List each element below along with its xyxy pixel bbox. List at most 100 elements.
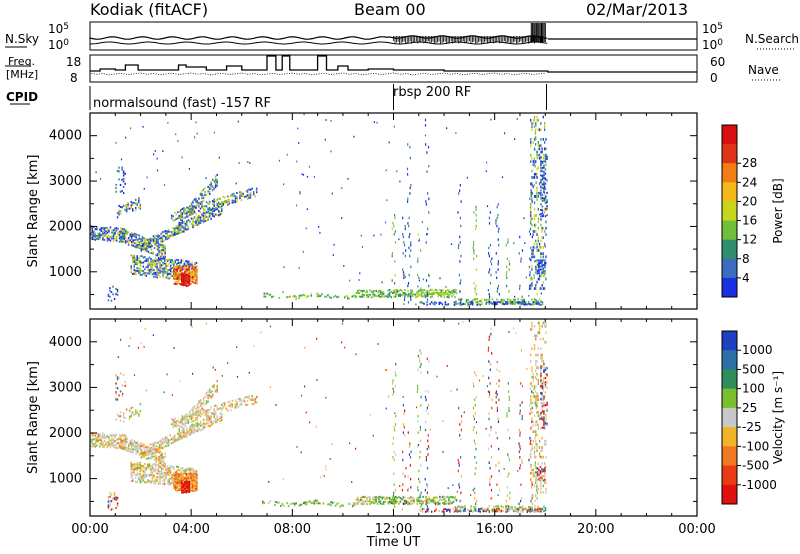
data-cell bbox=[185, 473, 188, 476]
data-cell bbox=[460, 200, 462, 203]
data-cell bbox=[181, 480, 183, 483]
data-cell bbox=[530, 138, 532, 141]
data-cell bbox=[159, 266, 161, 269]
data-cell bbox=[402, 233, 404, 236]
colorbar-segment bbox=[722, 125, 737, 145]
data-cell bbox=[146, 450, 149, 453]
data-cell bbox=[156, 480, 158, 483]
data-cell bbox=[182, 281, 185, 284]
data-cell bbox=[207, 207, 209, 210]
data-cell bbox=[167, 441, 170, 444]
data-cell bbox=[162, 475, 164, 478]
data-cell bbox=[154, 271, 157, 274]
data-cell bbox=[360, 502, 362, 505]
nsky-burst bbox=[530, 23, 546, 42]
data-cell bbox=[166, 373, 168, 376]
data-cell bbox=[120, 227, 122, 230]
data-cell bbox=[213, 203, 215, 206]
data-cell bbox=[395, 453, 397, 456]
data-cell bbox=[94, 232, 97, 235]
data-cell bbox=[109, 287, 111, 290]
data-cell bbox=[198, 215, 200, 217]
data-cell bbox=[360, 497, 362, 500]
data-cell bbox=[190, 487, 192, 490]
data-cell bbox=[538, 213, 541, 216]
data-cell bbox=[357, 502, 359, 505]
data-cell bbox=[169, 235, 171, 238]
data-cell bbox=[154, 478, 157, 481]
data-cell bbox=[208, 187, 211, 189]
data-cell bbox=[144, 239, 147, 242]
data-cell bbox=[448, 496, 450, 499]
data-cell bbox=[222, 402, 224, 405]
data-cell bbox=[102, 236, 104, 239]
data-cell bbox=[216, 208, 218, 211]
data-cell bbox=[122, 420, 125, 423]
data-cell bbox=[392, 456, 394, 459]
data-cell bbox=[158, 235, 161, 237]
data-cell bbox=[468, 303, 471, 306]
data-cell bbox=[195, 470, 198, 473]
data-cell bbox=[129, 439, 131, 442]
data-cell bbox=[121, 447, 124, 450]
data-cell bbox=[213, 215, 215, 218]
data-cell bbox=[224, 196, 226, 199]
data-cell bbox=[534, 115, 536, 119]
data-cell bbox=[136, 472, 138, 475]
data-cell bbox=[538, 324, 541, 328]
data-cell bbox=[183, 469, 186, 472]
data-cell bbox=[319, 295, 322, 297]
data-cell bbox=[202, 199, 205, 202]
data-cell bbox=[179, 475, 181, 478]
data-cell bbox=[318, 502, 320, 505]
data-cell bbox=[540, 384, 542, 387]
data-cell bbox=[388, 498, 391, 501]
data-cell bbox=[242, 194, 244, 197]
data-cell bbox=[133, 465, 135, 468]
data-cell bbox=[178, 282, 180, 285]
data-cell bbox=[194, 489, 197, 492]
data-cell bbox=[138, 463, 140, 466]
data-cell bbox=[199, 200, 202, 203]
data-cell bbox=[541, 212, 544, 215]
data-cell bbox=[532, 376, 534, 379]
data-cell bbox=[181, 225, 184, 228]
data-cell bbox=[153, 455, 156, 458]
data-cell bbox=[142, 470, 145, 473]
data-cell bbox=[224, 200, 226, 203]
data-cell bbox=[473, 282, 475, 285]
data-cell bbox=[156, 245, 159, 247]
data-cell bbox=[151, 264, 154, 267]
data-cell bbox=[541, 477, 543, 480]
data-cell bbox=[378, 291, 380, 293]
data-cell bbox=[334, 294, 337, 297]
data-cell bbox=[139, 403, 142, 406]
data-cell bbox=[353, 294, 355, 297]
data-cell bbox=[459, 303, 462, 306]
data-cell bbox=[488, 510, 491, 513]
data-cell bbox=[247, 161, 249, 163]
data-cell bbox=[211, 203, 214, 206]
data-cell bbox=[518, 442, 520, 445]
data-cell bbox=[103, 231, 106, 234]
data-cell bbox=[135, 411, 137, 414]
data-cell bbox=[112, 293, 114, 296]
x-tick-label: 16:00 bbox=[476, 522, 513, 537]
data-cell bbox=[191, 266, 194, 269]
data-cell bbox=[114, 227, 116, 230]
data-cell bbox=[537, 510, 539, 513]
data-cell bbox=[333, 501, 335, 504]
data-cell bbox=[544, 172, 547, 175]
data-cell bbox=[227, 409, 229, 412]
data-cell bbox=[155, 254, 157, 257]
data-cell bbox=[109, 439, 112, 442]
data-cell bbox=[172, 423, 174, 426]
data-cell bbox=[115, 229, 118, 232]
data-cell bbox=[401, 488, 403, 492]
data-cell bbox=[404, 499, 406, 503]
data-cell bbox=[111, 438, 113, 441]
data-cell bbox=[192, 226, 194, 229]
data-cell bbox=[202, 196, 205, 199]
data-cell bbox=[497, 238, 499, 241]
data-cell bbox=[182, 476, 185, 479]
